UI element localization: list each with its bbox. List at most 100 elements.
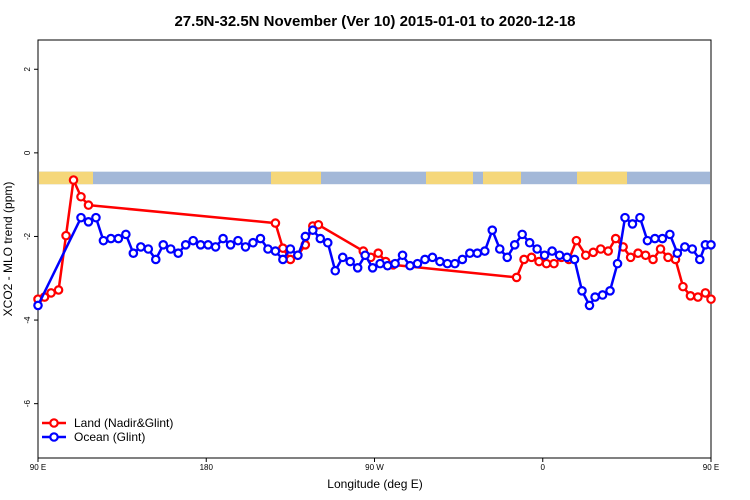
ocean-glint-point	[472, 248, 483, 258]
legend: Land (Nadir&Glint)Ocean (Glint)	[42, 416, 173, 444]
ocean-glint-point	[322, 237, 333, 248]
ocean-glint-point	[293, 250, 303, 261]
land-nadir-glint-point	[46, 288, 56, 298]
ocean-glint-point	[539, 250, 550, 261]
ocean-glint-point	[150, 254, 161, 265]
land-nadir-glint-point	[313, 219, 324, 230]
x-tick-label: 90 E	[703, 463, 719, 472]
land-nadir-glint-point	[706, 294, 716, 304]
ocean-glint-point	[106, 233, 116, 244]
ocean-glint-point	[285, 244, 296, 254]
x-axis: 90 E 180 90 W 0 90 E	[30, 458, 719, 472]
ocean-glint-point	[143, 244, 154, 254]
ocean-glint-point	[657, 233, 668, 244]
land-nadir-glint-point	[373, 248, 384, 258]
ocean-glint-point	[509, 240, 520, 250]
ocean-glint-point	[450, 258, 460, 269]
ocean-glint-point	[502, 252, 513, 263]
land-nadir-glint-point	[285, 254, 296, 265]
ocean-glint-point	[687, 244, 698, 254]
land-strip-segment	[426, 171, 473, 185]
land-nadir-glint-point	[700, 288, 711, 298]
ocean-glint-point	[128, 248, 139, 258]
ocean-glint-point	[165, 244, 176, 254]
legend-swatch-marker	[49, 432, 59, 442]
ocean-glint-point	[121, 229, 131, 240]
ocean-glint-point	[76, 212, 86, 223]
ocean-glint-point	[435, 256, 445, 267]
ocean-glint-point	[233, 235, 243, 246]
ocean-glint-point	[210, 242, 221, 252]
y-tick-label: -6	[23, 400, 32, 408]
ocean-glint-point	[672, 248, 683, 258]
ocean-glint-point	[240, 242, 251, 252]
land-nadir-glint-point	[83, 200, 94, 210]
ocean-glint-point	[420, 254, 430, 265]
x-tick-label: 0	[541, 463, 546, 472]
ocean-glint-point	[590, 292, 600, 302]
land-nadir-glint-point	[603, 246, 613, 256]
ocean-glint-point	[270, 246, 281, 256]
ocean-glint-point	[98, 235, 109, 246]
ocean-glint-point	[412, 258, 423, 269]
x-tick-label: 180	[200, 463, 214, 472]
land-nadir-glint-point	[685, 291, 696, 301]
ocean-glint-point	[367, 263, 378, 273]
land-nadir-glint-point	[648, 254, 658, 265]
ocean-glint-point	[195, 240, 206, 250]
ocean-glint-point	[532, 244, 542, 254]
ocean-glint-point	[487, 225, 498, 235]
ocean-glint-point	[315, 233, 326, 244]
ocean-glint-point	[352, 263, 363, 273]
ocean-glint-point	[627, 219, 638, 229]
ocean-glint-point	[554, 250, 565, 261]
land-nadir-glint-point	[68, 175, 79, 185]
ocean-glint-point	[382, 260, 393, 271]
land-strip-segment	[39, 171, 93, 185]
ocean-glint-point	[517, 229, 527, 240]
ocean-glint-point	[255, 233, 266, 244]
land-nadir-glint-point	[270, 218, 281, 228]
x-tick-label: 90 W	[365, 463, 384, 472]
ocean-glint-point	[218, 233, 228, 244]
ocean-glint-point	[390, 258, 400, 269]
ocean-glint-point	[706, 240, 716, 250]
ocean-glint-point	[694, 254, 705, 265]
land-nadir-glint-point	[678, 281, 688, 292]
ocean-glint-point	[91, 212, 101, 223]
land-strip-segment	[271, 171, 321, 185]
ocean-glint-point	[33, 300, 43, 311]
ocean-glint-point	[680, 242, 690, 252]
land-nadir-glint-point	[610, 233, 621, 244]
ocean-glint-point	[547, 246, 557, 256]
y-axis: 2 0 -2 -4 -6	[23, 66, 38, 407]
y-tick-label: 0	[23, 150, 32, 155]
land-mask-band	[39, 171, 710, 185]
legend-label: Land (Nadir&Glint)	[74, 416, 173, 430]
ocean-glint-point	[605, 285, 615, 296]
ocean-glint-point	[562, 252, 572, 263]
ocean-glint-point	[665, 229, 675, 240]
land-nadir-glint-point	[61, 230, 71, 241]
ocean-glint-point	[465, 248, 475, 258]
land-nadir-glint-point	[519, 254, 529, 265]
ocean-glint-point	[136, 242, 146, 252]
ocean-glint-point	[278, 254, 288, 265]
ocean-glint-point	[650, 233, 660, 244]
ocean-glint-point	[597, 290, 608, 300]
ocean-glint-point	[330, 265, 341, 276]
land-nadir-glint-point	[571, 235, 582, 246]
ocean-glint-point	[158, 240, 169, 250]
ocean-glint-point	[494, 244, 505, 254]
ocean-glint-point	[620, 212, 630, 223]
ocean-strip	[39, 171, 710, 185]
land-strip-segment	[577, 171, 627, 185]
land-strip-segment	[483, 171, 521, 185]
land-nadir-glint-point	[53, 285, 64, 295]
ocean-glint-point	[577, 285, 587, 296]
land-nadir-glint-point	[580, 250, 591, 261]
chart-title: 27.5N-32.5N November (Ver 10) 2015-01-01…	[174, 13, 575, 30]
ocean-glint-point	[375, 258, 385, 269]
ocean-glint-point	[397, 250, 408, 261]
land-nadir-glint-point	[640, 250, 651, 261]
